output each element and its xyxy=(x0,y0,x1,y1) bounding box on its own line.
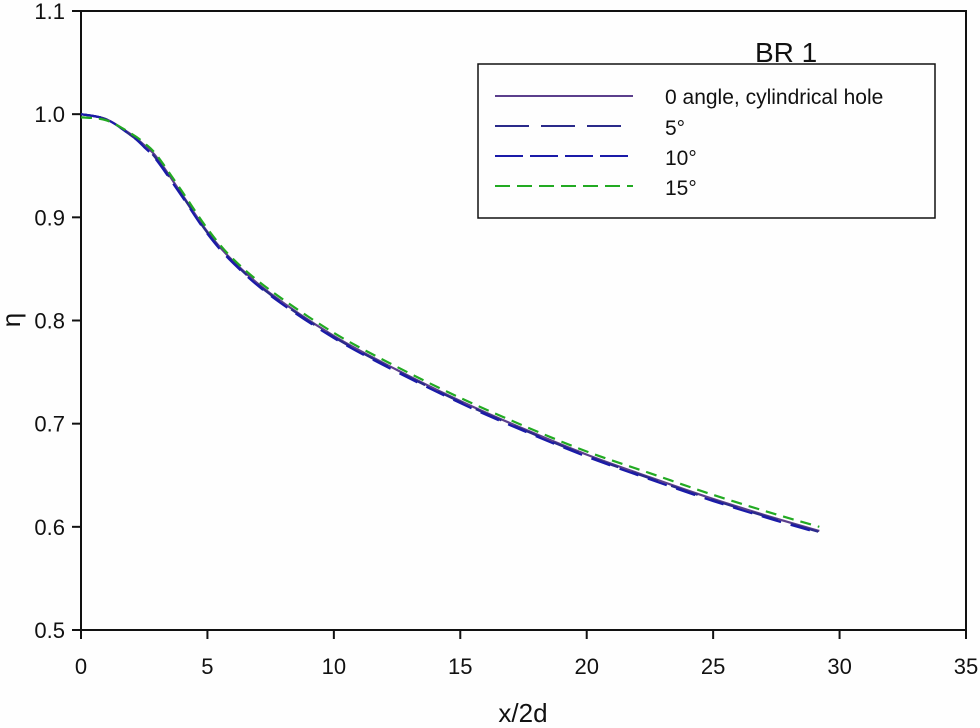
series-line-3 xyxy=(80,116,820,528)
y-tick-label: 1.0 xyxy=(34,102,65,127)
x-tick-label: 25 xyxy=(701,654,725,679)
y-tick-label: 1.1 xyxy=(34,0,65,24)
legend-label-1: 5° xyxy=(665,117,685,140)
legend-label-2: 10° xyxy=(665,147,697,170)
y-tick-label: 0.6 xyxy=(34,515,65,540)
legend: 0 angle, cylindrical hole 5° 10° 15° xyxy=(477,63,936,219)
chart-title: BR 1 xyxy=(755,37,817,68)
y-tick-label: 0.9 xyxy=(34,205,65,230)
x-axis-title: x/2d xyxy=(498,698,547,728)
x-axis: 0 5 10 15 20 25 30 35 xyxy=(75,630,978,679)
series-line-2 xyxy=(80,113,820,535)
x-tick-label: 15 xyxy=(448,654,472,679)
y-axis: 0.5 0.6 0.7 0.8 0.9 1.0 1.1 xyxy=(34,0,81,643)
x-tick-label: 20 xyxy=(574,654,598,679)
series-line-0 xyxy=(80,113,820,533)
x-tick-label: 30 xyxy=(827,654,851,679)
x-tick-label: 5 xyxy=(201,654,213,679)
y-tick-label: 0.7 xyxy=(34,412,65,437)
y-axis-title: η xyxy=(0,313,26,327)
legend-label-3: 15° xyxy=(665,177,697,200)
series-lines xyxy=(80,113,820,535)
x-tick-label: 0 xyxy=(75,654,87,679)
x-tick-label: 35 xyxy=(954,654,978,679)
legend-label-0: 0 angle, cylindrical hole xyxy=(665,86,883,109)
y-tick-label: 0.5 xyxy=(34,618,65,643)
x-tick-label: 10 xyxy=(322,654,346,679)
legend-box xyxy=(477,63,936,219)
y-tick-label: 0.8 xyxy=(34,309,65,334)
